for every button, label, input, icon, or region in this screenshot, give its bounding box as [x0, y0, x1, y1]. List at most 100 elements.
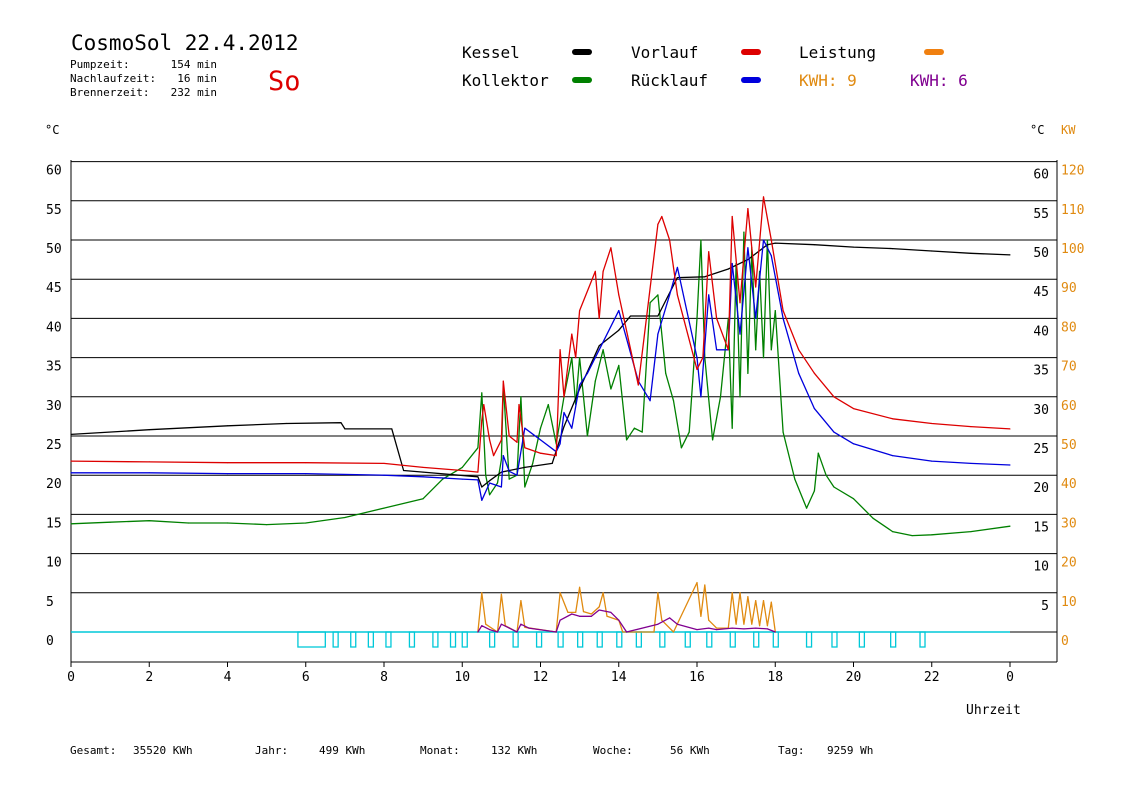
- data-point-kwh2: [489, 629, 491, 631]
- energy-totals: Gesamt: 35520 KWh Jahr: 499 KWh Monat: 132 KW…: [70, 744, 873, 757]
- data-point-kessel: [340, 422, 342, 424]
- y-tick-right-power: 80: [1061, 320, 1077, 335]
- data-point-kessel: [402, 469, 405, 472]
- data-point-kessel: [892, 248, 894, 250]
- data-point-kollektor: [602, 349, 604, 351]
- y-tick-left: 20: [46, 477, 62, 492]
- data-point-vorlauf: [782, 309, 784, 312]
- pump-on-interval: [919, 631, 926, 648]
- data-point-vorlauf: [305, 462, 307, 464]
- data-point-ruecklauf: [563, 411, 565, 414]
- data-point-kwh2: [477, 631, 479, 633]
- series-kollektor: [70, 231, 1011, 537]
- data-point-kessel: [391, 428, 393, 430]
- data-point-vorlauf: [516, 441, 518, 443]
- data-point-ruecklauf: [539, 439, 542, 441]
- data-point-kollektor: [719, 396, 722, 398]
- data-point-vorlauf: [559, 349, 561, 351]
- data-point-ruecklauf: [833, 431, 835, 433]
- data-point-kessel: [727, 268, 729, 270]
- data-point-kollektor: [485, 474, 487, 476]
- data-point-kollektor: [1009, 525, 1011, 527]
- total-value: 499 KWh: [319, 744, 365, 757]
- data-point-kwh1: [700, 615, 702, 617]
- data-point-vorlauf: [610, 247, 612, 249]
- y-tick-right-temp: 55: [1033, 207, 1049, 222]
- pump-on-interval: [596, 631, 603, 648]
- data-point-ruecklauf: [148, 472, 150, 474]
- data-point-kwh2: [555, 631, 557, 633]
- y-tick-left: 15: [46, 516, 62, 531]
- x-tick-label: 4: [224, 670, 232, 685]
- total-value: 56 KWh: [670, 744, 710, 757]
- series-lines: [70, 196, 1011, 633]
- data-point-kollektor: [641, 431, 643, 433]
- data-point-kollektor: [633, 427, 636, 429]
- data-point-kessel: [747, 259, 749, 261]
- y-tick-left: 45: [46, 281, 62, 296]
- data-point-vorlauf: [422, 466, 424, 468]
- data-point-vorlauf: [669, 239, 671, 241]
- data-point-kessel: [598, 345, 600, 347]
- tick-labels: 0510152025303540455055605101520253035404…: [46, 164, 1084, 685]
- y-tick-left: 55: [46, 203, 62, 218]
- data-point-kessel: [766, 244, 769, 246]
- data-point-kwh2: [528, 627, 530, 629]
- data-point-vorlauf: [762, 196, 765, 198]
- pump-on-interval: [557, 631, 564, 648]
- data-point-kollektor: [911, 534, 913, 537]
- data-point-vorlauf: [148, 461, 150, 463]
- data-point-kwh1: [657, 592, 659, 594]
- data-point-vorlauf: [518, 404, 520, 406]
- data-point-vorlauf: [657, 223, 659, 225]
- data-point-vorlauf: [571, 333, 573, 335]
- y-tick-right-temp: 20: [1033, 481, 1049, 496]
- data-point-vorlauf: [579, 309, 581, 312]
- legend-label-vorlauf: Vorlauf: [631, 43, 698, 62]
- data-point-kollektor: [442, 478, 444, 480]
- data-point-ruecklauf: [579, 384, 581, 386]
- data-point-kollektor: [672, 400, 675, 402]
- data-point-kwh1: [520, 600, 522, 602]
- y-tick-right-power: 100: [1061, 242, 1084, 257]
- data-point-kollektor: [931, 534, 933, 536]
- data-point-kessel: [813, 244, 815, 246]
- data-point-kessel: [524, 466, 526, 468]
- data-point-kessel: [657, 315, 659, 317]
- data-point-ruecklauf: [586, 372, 589, 374]
- data-point-vorlauf: [489, 439, 491, 441]
- data-point-kollektor: [520, 396, 522, 398]
- data-point-kollektor: [305, 522, 307, 524]
- data-point-kwh1: [735, 623, 737, 625]
- data-point-kwh1: [575, 611, 577, 614]
- data-point-vorlauf: [798, 349, 800, 351]
- data-point-kollektor: [489, 494, 491, 496]
- data-point-vorlauf: [618, 294, 620, 296]
- data-point-ruecklauf: [489, 482, 491, 484]
- data-point-vorlauf: [852, 407, 855, 410]
- data-point-kwh1: [579, 586, 581, 588]
- legend-label-kwh1: KWH: 9: [799, 71, 857, 90]
- data-point-ruecklauf: [618, 309, 620, 312]
- data-point-kollektor: [657, 294, 659, 296]
- data-point-ruecklauf: [524, 427, 526, 429]
- data-point-kollektor: [649, 302, 651, 304]
- data-point-kwh2: [618, 619, 620, 621]
- data-point-kollektor: [731, 427, 733, 429]
- data-point-kollektor: [970, 531, 972, 533]
- y-tick-left: 25: [46, 438, 62, 453]
- data-point-kollektor: [461, 466, 463, 468]
- data-point-vorlauf: [539, 452, 542, 454]
- data-point-vorlauf: [508, 435, 510, 437]
- data-point-kessel: [489, 480, 491, 482]
- data-point-vorlauf: [226, 462, 229, 464]
- data-point-kollektor: [383, 507, 385, 509]
- data-point-kollektor: [571, 357, 573, 359]
- data-point-kessel: [1009, 254, 1011, 256]
- total-label: Gesamt:: [70, 744, 116, 757]
- pump-on-interval: [512, 631, 519, 648]
- data-point-vorlauf: [770, 239, 772, 241]
- data-point-kwh1: [743, 623, 745, 625]
- data-point-kollektor: [610, 388, 612, 390]
